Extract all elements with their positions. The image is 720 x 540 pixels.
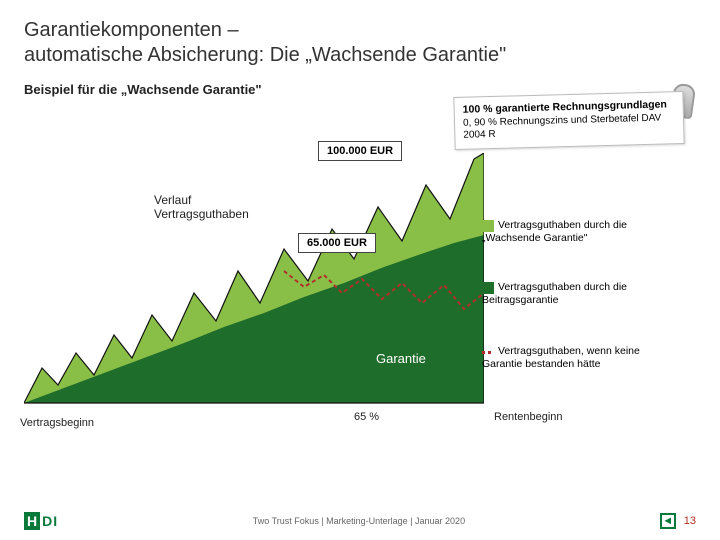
verlauf-label: VerlaufVertragsguthaben xyxy=(154,193,249,221)
legend-1: Vertragsguthaben durch die „Wachsende Ga… xyxy=(482,219,672,245)
hdi-logo: HDI xyxy=(24,512,58,530)
back-icon[interactable]: ◄ xyxy=(660,513,676,529)
footer-text: Two Trust Fokus | Marketing-Unterlage | … xyxy=(253,516,465,526)
pct-label: 65 % xyxy=(354,411,379,423)
garantie-label: Garantie xyxy=(376,351,426,366)
page-number: 13 xyxy=(684,515,696,527)
slide-footer: HDI Two Trust Fokus | Marketing-Unterlag… xyxy=(0,512,720,530)
label-65k: 65.000 EUR xyxy=(298,233,376,253)
label-100k: 100.000 EUR xyxy=(318,141,402,161)
legend-2: Vertragsguthaben durch die Beitragsgaran… xyxy=(482,281,672,307)
growing-guarantee-chart: 100.000 EUR VerlaufVertragsguthaben 65.0… xyxy=(24,153,696,443)
legend-3: Vertragsguthaben, wenn keine Garantie be… xyxy=(482,345,672,371)
slide-title: Garantiekomponenten – automatische Absic… xyxy=(24,18,696,68)
x-axis-start: Vertragsbeginn xyxy=(20,417,94,429)
x-axis-end: Rentenbeginn xyxy=(494,411,563,423)
guarantee-note: 100 % garantierte Rechnungsgrundlagen 0,… xyxy=(453,91,684,150)
